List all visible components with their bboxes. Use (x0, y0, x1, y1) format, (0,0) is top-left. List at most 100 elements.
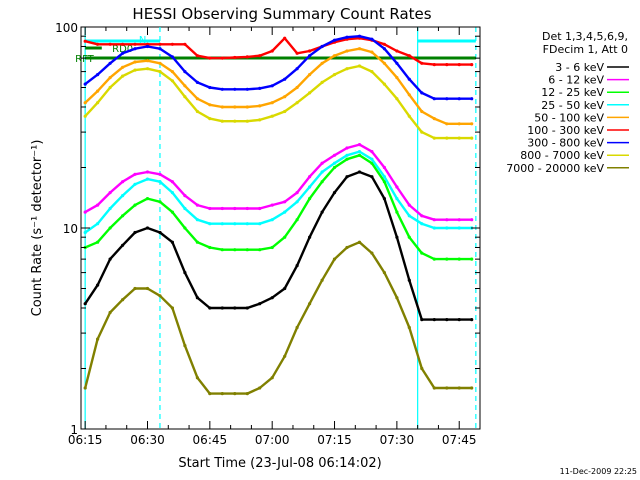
data-point-0-9 (195, 296, 199, 300)
data-point-5-12 (233, 55, 237, 60)
data-point-8-24 (382, 271, 386, 275)
state-bar-label-1: RFT (75, 54, 95, 65)
data-point-1-2 (108, 191, 112, 195)
data-point-4-27 (420, 109, 424, 114)
data-point-6-21 (345, 35, 349, 39)
legend-label-3: 25 - 50 keV (541, 99, 604, 112)
data-point-5-7 (170, 42, 174, 46)
data-point-8-30 (457, 386, 461, 390)
axes: 06:15 06:30 06:45 07:00 07:15 07:30 07:45 1 10 10… (55, 21, 480, 447)
data-point-0-30 (457, 318, 461, 322)
data-point-7-14 (258, 118, 262, 122)
data-point-2-20 (332, 165, 337, 170)
data-point-1-30 (457, 218, 461, 222)
data-point-1-3 (121, 180, 125, 184)
data-point-0-8 (183, 271, 187, 275)
data-point-6-6 (158, 47, 162, 51)
state-bar-label-0: RD0 (112, 44, 133, 55)
legend-header-line-2: FDecim 1, Att 0 (543, 43, 628, 56)
data-point-5-18 (308, 49, 312, 53)
data-point-1-18 (308, 175, 312, 179)
x-tick-label-4: 07:15 (317, 433, 352, 447)
data-point-6-20 (332, 38, 337, 42)
data-point-1-8 (183, 194, 187, 198)
data-point-4-17 (295, 85, 299, 90)
data-point-8-21 (345, 245, 349, 250)
data-point-0-28 (432, 318, 436, 322)
data-point-5-16 (283, 36, 287, 40)
data-point-6-14 (258, 86, 262, 90)
data-point-0-26 (407, 278, 411, 282)
data-point-7-25 (395, 97, 399, 101)
series-line-8 (84, 240, 472, 395)
data-point-8-1 (96, 337, 100, 341)
data-point-6-2 (108, 61, 112, 65)
data-point-2-16 (283, 235, 287, 239)
data-point-2-14 (258, 248, 262, 252)
data-point-8-5 (145, 286, 150, 291)
data-point-1-16 (283, 200, 287, 204)
data-point-7-22 (357, 64, 362, 68)
x-axis-label: Start Time (23-Jul-08 06:14:02) (178, 456, 381, 471)
data-point-7-16 (283, 109, 287, 114)
data-point-2-11 (220, 248, 224, 252)
data-point-3-19 (320, 170, 324, 174)
data-point-3-29 (445, 226, 449, 230)
data-point-7-1 (96, 101, 100, 105)
y-tick-label-1: 10 (63, 222, 78, 236)
data-point-2-2 (108, 226, 112, 230)
data-point-4-22 (357, 47, 362, 51)
data-point-8-31 (470, 386, 474, 390)
data-point-4-28 (432, 117, 436, 121)
data-point-8-29 (445, 386, 449, 390)
data-point-4-26 (407, 93, 411, 97)
data-point-1-20 (332, 153, 337, 157)
data-point-0-17 (295, 264, 299, 268)
data-point-3-24 (382, 175, 386, 179)
data-point-1-11 (220, 206, 224, 211)
data-point-3-1 (96, 222, 100, 226)
data-point-7-18 (308, 91, 312, 95)
data-point-2-15 (270, 245, 274, 250)
data-point-5-28 (432, 63, 436, 67)
data-point-1-21 (345, 146, 349, 150)
data-point-6-9 (195, 80, 199, 84)
data-point-5-2 (108, 42, 112, 46)
data-point-8-19 (320, 278, 324, 282)
data-point-4-3 (121, 65, 125, 69)
data-point-6-28 (432, 97, 436, 101)
data-point-7-12 (233, 119, 237, 123)
data-point-6-15 (270, 84, 274, 88)
y-tick-label-2: 100 (55, 21, 78, 35)
data-point-1-24 (382, 165, 386, 170)
data-point-3-21 (345, 153, 349, 157)
data-point-5-0 (83, 39, 87, 43)
series-line-4 (84, 47, 472, 126)
data-point-6-24 (382, 47, 386, 51)
data-point-3-12 (233, 222, 237, 226)
data-point-1-26 (407, 203, 411, 207)
data-point-0-14 (258, 302, 262, 306)
data-point-3-8 (183, 206, 187, 211)
data-point-2-30 (457, 257, 461, 261)
data-point-3-10 (208, 222, 212, 226)
data-point-0-27 (420, 318, 424, 322)
legend-label-8: 7000 - 20000 keV (506, 162, 604, 175)
series-line-1 (84, 143, 472, 221)
data-point-3-15 (270, 218, 274, 222)
data-point-8-12 (233, 392, 237, 396)
data-point-6-4 (133, 47, 137, 51)
data-point-0-24 (382, 197, 386, 201)
data-point-3-14 (258, 222, 262, 226)
data-point-2-21 (345, 157, 349, 161)
data-point-6-27 (420, 91, 424, 95)
data-point-7-8 (183, 95, 187, 99)
data-point-1-1 (96, 203, 100, 207)
data-point-3-4 (133, 182, 137, 186)
data-point-6-25 (395, 61, 399, 65)
data-point-2-12 (233, 248, 237, 252)
data-point-0-16 (283, 286, 287, 291)
data-point-7-27 (420, 130, 424, 134)
x-tick-label-6: 07:45 (442, 433, 477, 447)
